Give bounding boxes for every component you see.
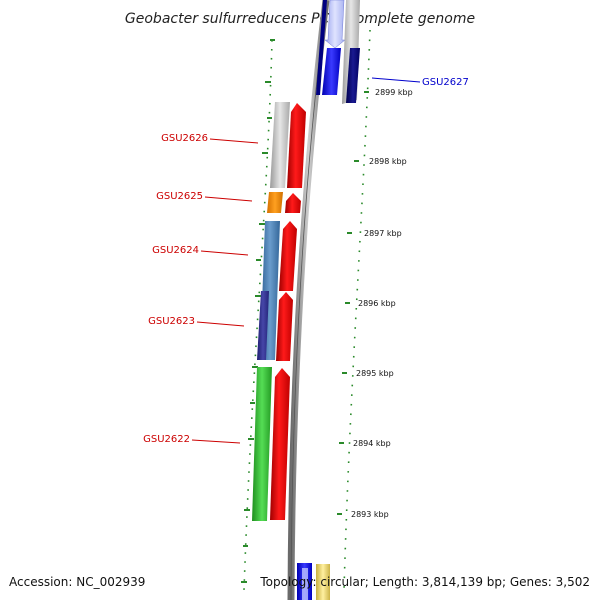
- label-gsu2623-text: GSU2623: [148, 316, 195, 327]
- gc-ring-marks: [241, 39, 275, 583]
- ruler-label: 2895 kbp: [356, 369, 394, 378]
- ruler-tick-2895: 2895 kbp: [342, 369, 394, 378]
- label-gsu2623[interactable]: GSU2623: [148, 316, 245, 327]
- accession-text: Accession: NC_002939: [9, 575, 146, 589]
- orf-gsu2623-red[interactable]: [276, 292, 293, 361]
- label-gsu2626-text: GSU2626: [161, 133, 208, 144]
- ruler-tick-2899: 2899 kbp: [364, 88, 413, 97]
- orf-gsu2626-red[interactable]: [287, 103, 306, 188]
- ruler-tick-2898: 2898 kbp: [354, 157, 407, 166]
- orf-gsu2626-cog[interactable]: [270, 102, 290, 188]
- forward-orf-group-top: [316, 0, 360, 104]
- orf-gsu2627[interactable]: [346, 48, 360, 103]
- ruler: 2899 kbp 2898 kbp 2897 kbp 2896 kbp 2895…: [337, 88, 413, 519]
- label-gsu2622-text: GSU2622: [143, 434, 190, 445]
- ruler-label: 2898 kbp: [369, 157, 407, 166]
- ruler-label: 2897 kbp: [364, 229, 402, 238]
- orf-gsu2625-cog[interactable]: [267, 192, 283, 213]
- label-gsu2627[interactable]: GSU2627: [371, 77, 469, 88]
- ruler-label: 2896 kbp: [358, 299, 396, 308]
- label-gsu2625-text: GSU2625: [156, 191, 203, 202]
- ruler-tick-2893: 2893 kbp: [337, 510, 389, 519]
- label-gsu2625[interactable]: GSU2625: [156, 191, 253, 202]
- label-gsu2624[interactable]: GSU2624: [152, 245, 249, 256]
- ruler-tick-2894: 2894 kbp: [339, 439, 391, 448]
- label-gsu2626[interactable]: GSU2626: [161, 133, 259, 144]
- orf-gsu2625-red[interactable]: [285, 193, 301, 213]
- label-gsu2624-text: GSU2624: [152, 245, 199, 256]
- gc-ring-outer: [343, 29, 371, 591]
- orf-gsu2624-red[interactable]: [279, 221, 297, 291]
- forward-orf-group-bottom: [297, 563, 330, 600]
- orf-gsu2623-cog[interactable]: [257, 291, 269, 360]
- ruler-label: 2893 kbp: [351, 510, 389, 519]
- map-title: Geobacter sulfurreducens PCA, complete g…: [125, 11, 475, 27]
- label-gsu2622[interactable]: GSU2622: [143, 434, 241, 445]
- ruler-tick-2897: 2897 kbp: [347, 229, 402, 238]
- orf-gsu2622-cog[interactable]: [252, 367, 272, 521]
- ruler-label: 2894 kbp: [353, 439, 391, 448]
- ruler-label: 2899 kbp: [375, 88, 413, 97]
- topology-text: Topology: circular; Length: 3,814,139 bp…: [260, 575, 590, 589]
- orf-gsu2622-red[interactable]: [270, 368, 290, 520]
- genome-backbone: [287, 0, 330, 600]
- label-gsu2627-text: GSU2627: [422, 77, 469, 88]
- ruler-tick-2896: 2896 kbp: [345, 299, 396, 308]
